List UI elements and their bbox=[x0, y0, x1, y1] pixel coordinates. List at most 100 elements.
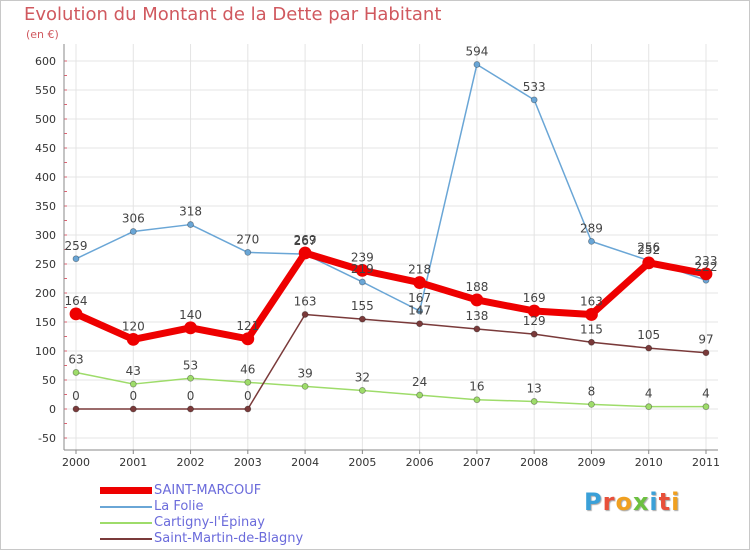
data-label-saint-martin-de-blagny-2008: 129 bbox=[523, 314, 546, 328]
data-point-saint-martin-de-blagny-2006 bbox=[416, 320, 424, 328]
data-label-saint-martin-de-blagny-2005: 155 bbox=[351, 299, 374, 313]
data-label-saint-marcouf-2002: 140 bbox=[179, 308, 202, 322]
data-point-saint-marcouf-2010 bbox=[642, 256, 656, 270]
y-tick-label-100: 100 bbox=[35, 345, 56, 358]
x-tick-label-2006: 2006 bbox=[406, 456, 434, 469]
data-point-la-folie-2002 bbox=[187, 221, 194, 228]
data-label-saint-martin-de-blagny-2010: 105 bbox=[637, 328, 660, 342]
data-label-saint-martin-de-blagny-2009: 115 bbox=[580, 322, 603, 336]
data-point-saint-martin-de-blagny-2000 bbox=[72, 405, 80, 413]
data-label-la-folie-2004: 267 bbox=[294, 234, 317, 248]
logo-letter: i bbox=[671, 488, 681, 516]
data-label-saint-marcouf-2007: 188 bbox=[465, 280, 488, 294]
data-label-cartigny-l-epinay-2004: 39 bbox=[297, 366, 312, 380]
data-label-la-folie-2006: 167 bbox=[408, 291, 431, 305]
x-tick-label-2010: 2010 bbox=[635, 456, 663, 469]
data-point-saint-marcouf-2003 bbox=[241, 332, 255, 346]
data-point-cartigny-l-epinay-2003 bbox=[244, 378, 252, 386]
y-tick-label-250: 250 bbox=[35, 258, 56, 271]
y-tick-label-600: 600 bbox=[35, 55, 56, 68]
legend-label-cartigny: Cartigny-l'Épinay bbox=[154, 515, 265, 530]
data-point-cartigny-l-epinay-2009 bbox=[588, 400, 595, 408]
y-tick-label-50: 50 bbox=[42, 374, 56, 387]
data-label-saint-martin-de-blagny-2002: 0 bbox=[187, 389, 195, 403]
data-label-la-folie-2002: 318 bbox=[179, 205, 202, 219]
x-tick-label-2003: 2003 bbox=[234, 456, 262, 469]
y-tick-label-550: 550 bbox=[35, 84, 56, 97]
legend-label-saint-martin: Saint-Martin-de-Blagny bbox=[154, 531, 304, 546]
data-point-saint-marcouf-2007 bbox=[470, 293, 484, 307]
data-point-la-folie-2005 bbox=[358, 278, 366, 286]
data-label-saint-martin-de-blagny-2011: 97 bbox=[698, 333, 713, 347]
series-line-cartigny-l-epinay bbox=[75, 371, 707, 408]
data-label-cartigny-l-epinay-2006: 24 bbox=[412, 375, 427, 389]
data-label-la-folie-2011: 222 bbox=[695, 260, 718, 274]
series-line-la-folie bbox=[75, 63, 707, 312]
data-label-la-folie-2009: 289 bbox=[580, 221, 603, 235]
data-point-cartigny-l-epinay-2002 bbox=[187, 374, 194, 382]
data-point-la-folie-2000 bbox=[72, 255, 80, 263]
data-point-saint-martin-de-blagny-2011 bbox=[702, 349, 710, 357]
y-tick-label-150: 150 bbox=[35, 316, 56, 329]
data-point-saint-marcouf-2008 bbox=[527, 304, 541, 318]
legend-swatch-saint-marcouf bbox=[100, 487, 152, 494]
x-tick-label-2011: 2011 bbox=[692, 456, 720, 469]
data-point-saint-marcouf-2005 bbox=[355, 263, 369, 277]
data-label-saint-marcouf-2005: 239 bbox=[351, 250, 374, 264]
data-label-la-folie-2010: 256 bbox=[637, 241, 660, 255]
y-tick-label-450: 450 bbox=[35, 142, 56, 155]
logo-letter: P bbox=[584, 488, 603, 516]
legend-label-la-folie: La Folie bbox=[154, 499, 204, 514]
data-point-cartigny-l-epinay-2011 bbox=[702, 403, 710, 411]
data-label-saint-marcouf-2004: 269 bbox=[294, 233, 317, 247]
chart-unit-label: (en €) bbox=[26, 28, 59, 41]
data-point-saint-marcouf-2002 bbox=[184, 321, 197, 335]
data-label-cartigny-l-epinay-2010: 4 bbox=[645, 387, 653, 401]
x-tick-label-2007: 2007 bbox=[463, 456, 491, 469]
data-label-cartigny-l-epinay-2011: 4 bbox=[702, 387, 710, 401]
data-point-la-folie-2007 bbox=[473, 61, 481, 68]
data-label-saint-marcouf-2010: 252 bbox=[637, 243, 660, 257]
data-point-saint-marcouf-2004 bbox=[298, 246, 312, 260]
series-line-saint-martin-de-blagny bbox=[75, 313, 707, 410]
x-tick-label-2008: 2008 bbox=[520, 456, 548, 469]
legend-swatch-cartigny bbox=[100, 522, 152, 524]
logo-letter: r bbox=[602, 488, 616, 516]
data-point-saint-marcouf-2006 bbox=[413, 276, 427, 289]
data-label-saint-marcouf-2001: 120 bbox=[122, 319, 145, 333]
y-tick-label-200: 200 bbox=[35, 287, 56, 300]
y-tick-label-400: 400 bbox=[35, 171, 56, 184]
data-point-cartigny-l-epinay-2007 bbox=[473, 396, 481, 404]
x-tick-label-2004: 2004 bbox=[291, 456, 319, 469]
data-point-saint-martin-de-blagny-2007 bbox=[473, 325, 481, 333]
data-label-la-folie-2005: 219 bbox=[351, 262, 374, 276]
data-point-la-folie-2008 bbox=[530, 96, 538, 104]
plot-area bbox=[64, 44, 718, 450]
data-label-saint-marcouf-2000: 164 bbox=[65, 294, 88, 308]
x-tick-label-2009: 2009 bbox=[577, 456, 605, 469]
x-tick-label-2005: 2005 bbox=[348, 456, 376, 469]
proxiti-logo: Proxiti bbox=[584, 488, 680, 516]
data-label-saint-martin-de-blagny-2003: 0 bbox=[244, 389, 252, 403]
data-point-cartigny-l-epinay-2001 bbox=[129, 380, 137, 388]
data-point-saint-marcouf-2000 bbox=[69, 307, 83, 321]
data-point-saint-martin-de-blagny-2010 bbox=[645, 344, 653, 352]
series-line-saint-marcouf bbox=[72, 249, 710, 343]
data-point-la-folie-2006 bbox=[416, 307, 424, 315]
data-label-la-folie-2003: 270 bbox=[236, 232, 259, 246]
data-label-la-folie-2007: 594 bbox=[465, 44, 488, 58]
data-point-cartigny-l-epinay-2005 bbox=[358, 387, 366, 394]
y-tick-label-350: 350 bbox=[35, 200, 56, 213]
data-label-la-folie-2001: 306 bbox=[122, 212, 145, 226]
data-point-la-folie-2001 bbox=[129, 228, 137, 235]
data-label-saint-marcouf-2006: 218 bbox=[408, 263, 431, 277]
x-tick-label-2001: 2001 bbox=[119, 456, 147, 469]
y-tick-label--50: -50 bbox=[38, 432, 56, 445]
data-point-saint-martin-de-blagny-2001 bbox=[129, 405, 137, 413]
data-label-cartigny-l-epinay-2005: 32 bbox=[355, 370, 370, 384]
legend-label-saint-marcouf: SAINT-MARCOUF bbox=[154, 483, 262, 498]
data-label-saint-marcouf-2011: 233 bbox=[695, 254, 718, 268]
data-label-saint-marcouf-2009: 163 bbox=[580, 294, 603, 308]
data-point-saint-martin-de-blagny-2009 bbox=[588, 338, 595, 346]
